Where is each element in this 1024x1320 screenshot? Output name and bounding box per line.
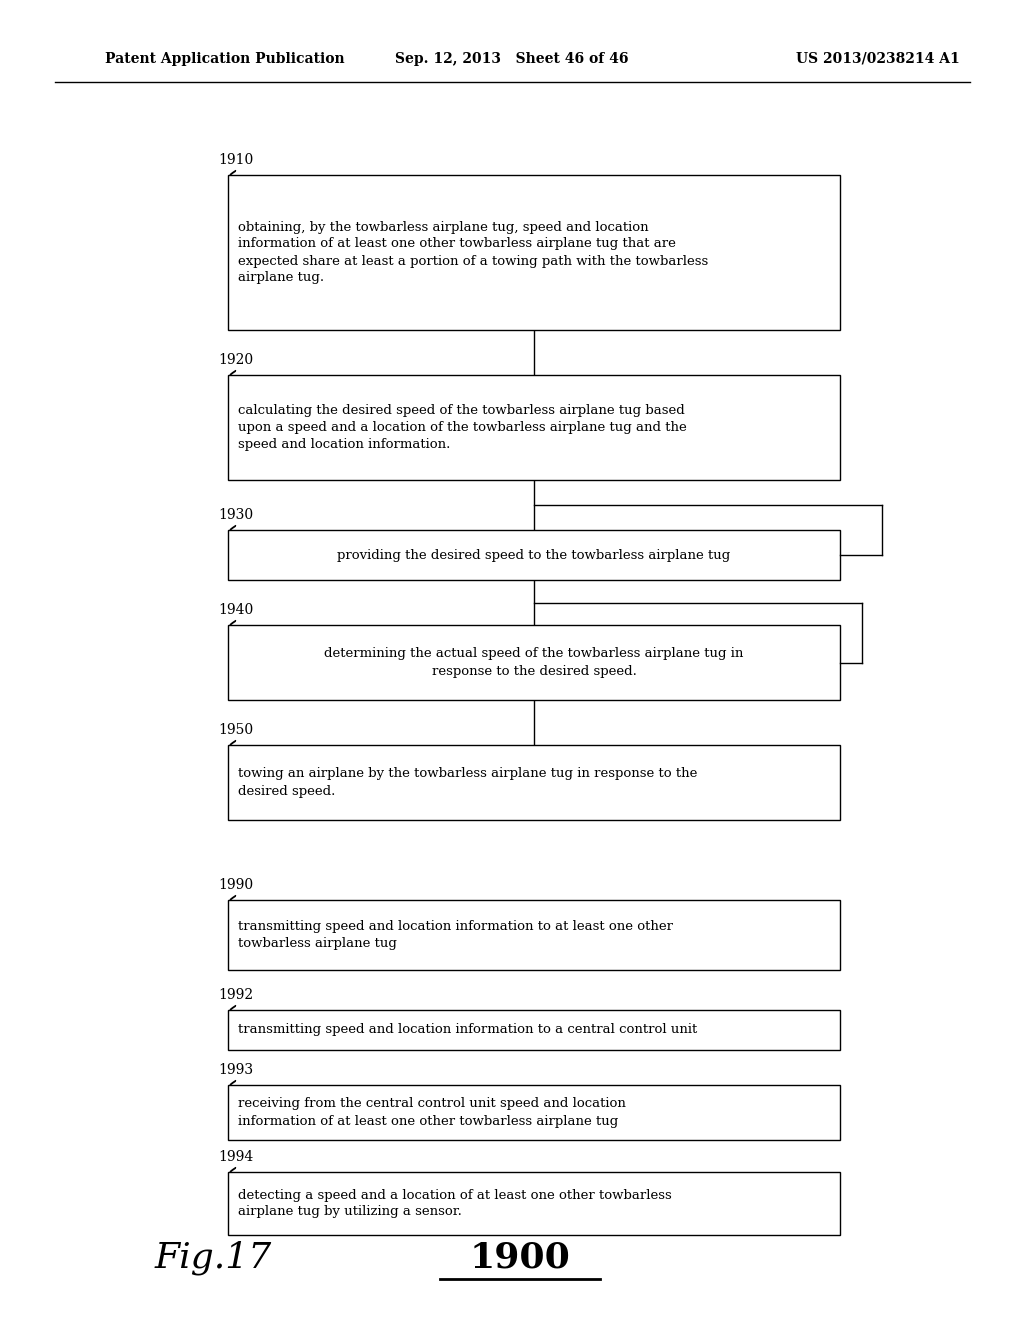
Text: calculating the desired speed of the towbarless airplane tug based
upon a speed : calculating the desired speed of the tow…	[238, 404, 687, 451]
Text: US 2013/0238214 A1: US 2013/0238214 A1	[797, 51, 961, 66]
Bar	[228, 624, 840, 700]
Text: Patent Application Publication: Patent Application Publication	[105, 51, 345, 66]
Bar	[228, 375, 840, 480]
Text: determining the actual speed of the towbarless airplane tug in
response to the d: determining the actual speed of the towb…	[325, 648, 743, 677]
Bar	[228, 744, 840, 820]
Text: Fig.17: Fig.17	[155, 1241, 272, 1275]
Text: 1994: 1994	[218, 1150, 253, 1164]
Bar	[228, 1085, 840, 1140]
Text: 1900: 1900	[470, 1241, 570, 1275]
Text: 1990: 1990	[218, 878, 253, 892]
Text: obtaining, by the towbarless airplane tug, speed and location
information of at : obtaining, by the towbarless airplane tu…	[238, 220, 709, 285]
Text: 1950: 1950	[218, 723, 253, 737]
Bar	[228, 531, 840, 579]
Text: receiving from the central control unit speed and location
information of at lea: receiving from the central control unit …	[238, 1097, 626, 1127]
Text: 1920: 1920	[218, 352, 253, 367]
Text: transmitting speed and location information to a central control unit: transmitting speed and location informat…	[238, 1023, 697, 1036]
Text: 1993: 1993	[218, 1063, 253, 1077]
Bar	[228, 1010, 840, 1049]
Text: Sep. 12, 2013   Sheet 46 of 46: Sep. 12, 2013 Sheet 46 of 46	[395, 51, 629, 66]
Bar	[228, 900, 840, 970]
Text: providing the desired speed to the towbarless airplane tug: providing the desired speed to the towba…	[337, 549, 731, 561]
Bar	[228, 176, 840, 330]
Text: transmitting speed and location information to at least one other
towbarless air: transmitting speed and location informat…	[238, 920, 673, 950]
Text: 1930: 1930	[218, 508, 253, 521]
Text: 1992: 1992	[218, 987, 253, 1002]
Text: 1940: 1940	[218, 603, 253, 616]
Text: towing an airplane by the towbarless airplane tug in response to the
desired spe: towing an airplane by the towbarless air…	[238, 767, 697, 797]
Text: detecting a speed and a location of at least one other towbarless
airplane tug b: detecting a speed and a location of at l…	[238, 1188, 672, 1218]
Text: 1910: 1910	[218, 153, 253, 168]
Bar	[228, 1172, 840, 1236]
